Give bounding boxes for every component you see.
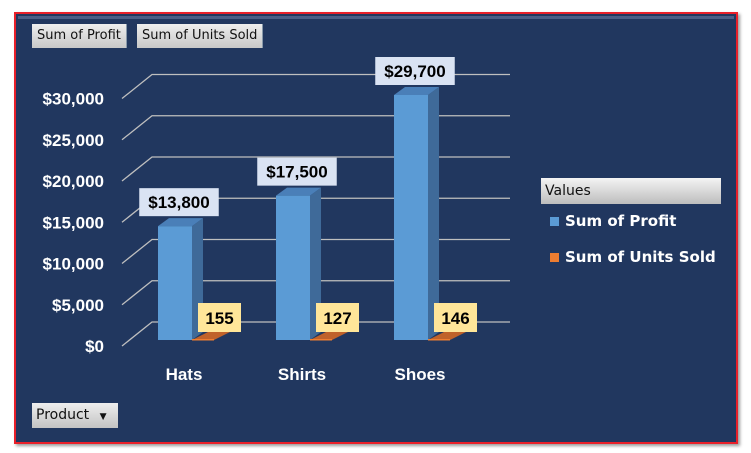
product-filter-button[interactable]: Product ▼ — [32, 403, 118, 428]
bar-units-sold-front — [428, 339, 450, 341]
gridline — [121, 115, 510, 141]
y-tick-label: $5,000 — [52, 296, 104, 315]
product-label: Product — [36, 407, 90, 423]
gridline — [121, 280, 510, 306]
bar-top-profit — [276, 187, 321, 196]
bar-side-profit — [428, 87, 439, 340]
y-tick-label: $15,000 — [43, 213, 104, 232]
y-tick-label: $20,000 — [43, 172, 104, 191]
gridline — [121, 238, 510, 265]
bar-profit — [276, 195, 310, 340]
data-label-profit: $13,800 — [148, 193, 209, 212]
bar-top-profit — [158, 218, 203, 227]
x-tick-label: Shirts — [278, 365, 326, 384]
data-label-units: 155 — [205, 309, 233, 328]
bar-profit — [394, 95, 428, 340]
dropdown-arrow-icon: ▼ — [99, 412, 107, 422]
bar-side-profit — [310, 187, 321, 340]
data-label-bg — [139, 188, 219, 217]
legend-label: Sum of Profit — [565, 212, 677, 230]
data-label-profit: $17,500 — [266, 163, 327, 182]
field-button-sum-of-units-sold[interactable]: Sum of Units Sold — [137, 24, 264, 48]
x-tick-label: Shoes — [394, 365, 445, 384]
field-button-sum-of-profit[interactable]: Sum of Profit — [32, 24, 127, 48]
gridline — [121, 156, 510, 182]
data-label-bg — [316, 303, 359, 332]
y-tick-label: $0 — [85, 337, 104, 356]
legend-item-profit: Sum of Profit — [550, 212, 676, 230]
legend-title[interactable]: Values — [541, 178, 721, 204]
data-label-bg — [198, 303, 241, 332]
legend-swatch — [550, 253, 559, 262]
gridline — [121, 321, 510, 347]
legend-label: Sum of Units Sold — [565, 248, 716, 266]
y-tick-label: $25,000 — [43, 131, 104, 150]
x-tick-label: Hats — [166, 365, 203, 384]
y-tick-label: $30,000 — [43, 90, 104, 109]
data-label-units: 127 — [323, 309, 351, 328]
data-label-profit: $29,700 — [384, 62, 445, 81]
legend-item-units: Sum of Units Sold — [550, 248, 716, 266]
bar-profit — [158, 226, 192, 340]
data-label-bg — [434, 303, 477, 332]
bar-top-profit — [394, 87, 439, 95]
legend-swatch — [550, 217, 559, 226]
bar-units-sold-front — [310, 339, 332, 341]
y-tick-label: $10,000 — [43, 255, 104, 274]
data-label-bg — [257, 157, 337, 186]
bar-units-sold-front — [192, 339, 214, 341]
data-label-units: 146 — [441, 309, 469, 328]
data-label-bg — [375, 57, 455, 85]
